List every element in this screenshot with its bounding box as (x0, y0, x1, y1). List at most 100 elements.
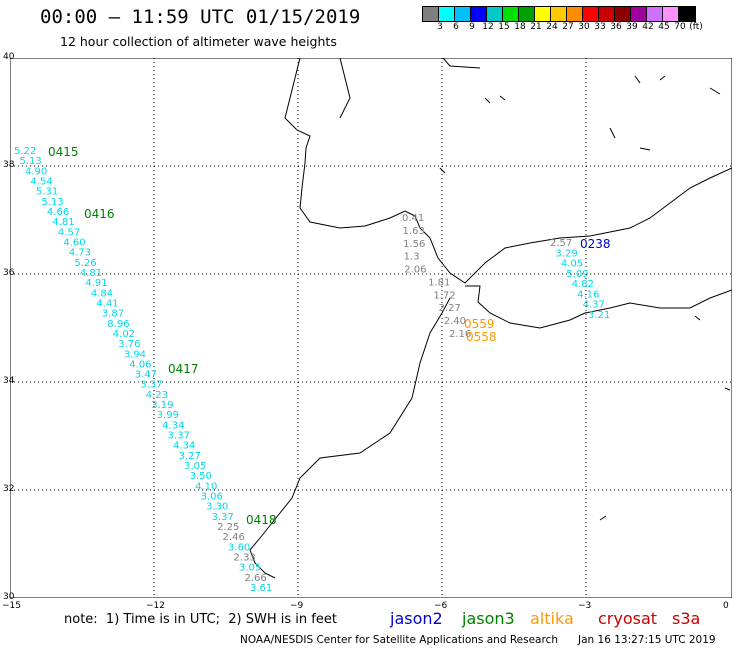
colorbar-label: 24 (546, 22, 558, 32)
longitude-label: 0 (723, 601, 729, 611)
wave-height-value: 4.10 (195, 481, 217, 492)
colorbar-label: 27 (562, 22, 574, 32)
wave-height-value: 0.41 (402, 213, 424, 224)
wave-height-value: 4.06 (129, 359, 151, 370)
wave-height-value: 3.60 (228, 542, 250, 553)
wave-height-value: 3.06 (201, 492, 223, 503)
wave-height-value: 1.72 (433, 290, 455, 301)
pass-time-label: 0416 (84, 207, 115, 221)
colorbar-label: 42 (642, 22, 654, 32)
wave-height-value: 4.60 (63, 237, 85, 248)
wave-height-value: 4.73 (69, 248, 91, 259)
lat-lon-grid (10, 58, 732, 598)
colorbar-swatch (487, 7, 503, 21)
colorbar-label: 18 (514, 22, 526, 32)
satellite-legend-item: jason2 (390, 609, 443, 628)
wave-height-value: 5.09 (566, 269, 588, 280)
wave-height-value: 3.19 (151, 400, 173, 411)
colorbar-swatch (439, 7, 455, 21)
colorbar-label: 6 (453, 22, 459, 32)
wave-height-value: 2.46 (223, 532, 245, 543)
colorbar-swatch (647, 7, 663, 21)
colorbar-label: 45 (658, 22, 670, 32)
colorbar-labels: 3 6 9 12 15 18 21 24 27 30 33 36 39 42 45 70 (ft) (422, 22, 740, 34)
wave-height-value: 3.29 (555, 248, 577, 259)
longitude-label: −6 (434, 601, 448, 611)
wave-height-value: 1.56 (403, 239, 425, 250)
colorbar-label: 9 (469, 22, 475, 32)
wave-height-value: 3.30 (206, 502, 228, 513)
pass-time-label: 0559 (464, 317, 495, 331)
wave-height-value: 4.41 (96, 298, 118, 309)
colorbar-label: 30 (578, 22, 590, 32)
wave-height-value: 4.81 (52, 217, 74, 228)
wave-height-value: 2.57 (550, 238, 572, 249)
pass-time-label: 0417 (168, 362, 199, 376)
map-title: 00:00 – 11:59 UTC 01/15/2019 (40, 6, 361, 28)
longitude-label: −9 (290, 601, 304, 611)
colorbar-label: 3 (437, 22, 443, 32)
wave-height-value: 3.05 (239, 563, 261, 574)
wave-height-value: 4.37 (583, 300, 605, 311)
wave-height-value: 4.57 (58, 227, 80, 238)
wave-height-colorbar (422, 6, 696, 22)
colorbar-swatch (631, 7, 647, 21)
wave-height-value: 3.47 (135, 370, 157, 381)
wave-height-value: 4.91 (85, 278, 107, 289)
colorbar-swatch (471, 7, 487, 21)
colorbar-swatch (583, 7, 599, 21)
wave-height-value: 4.34 (173, 441, 195, 452)
wave-height-value: 3.21 (588, 310, 610, 321)
satellite-legend-item: altika (530, 609, 574, 628)
wave-height-value: 4.23 (146, 390, 168, 401)
colorbar-swatch (567, 7, 583, 21)
colorbar-swatch (519, 7, 535, 21)
wave-height-value: 5.26 (74, 258, 96, 269)
wave-height-value: 3.37 (140, 380, 162, 391)
colorbar-swatch (679, 7, 695, 21)
wave-height-value: 5.22 (14, 146, 36, 157)
satellite-legend-item: s3a (672, 609, 701, 628)
colorbar-swatch (503, 7, 519, 21)
wave-height-value: 2.27 (439, 303, 461, 314)
wave-height-value: 4.82 (572, 279, 594, 290)
satellite-legend-item: cryosat (598, 609, 658, 628)
colorbar-label: (ft) (689, 22, 703, 32)
wave-height-value: 3.27 (179, 451, 201, 462)
latitude-label: 32 (3, 484, 15, 494)
colorbar-swatch (535, 7, 551, 21)
wave-height-tracks: 5.225.134.904.545.315.134.664.814.574.60… (14, 145, 611, 594)
wave-height-value: 8.96 (107, 319, 129, 330)
wave-height-value: 4.05 (561, 259, 583, 270)
wave-height-value: 4.34 (162, 420, 184, 431)
wave-height-value: 1.3 (404, 252, 420, 263)
colorbar-label: 39 (626, 22, 638, 32)
coastline (249, 58, 732, 579)
colorbar-label: 12 (482, 22, 494, 32)
wave-height-value: 4.84 (91, 288, 113, 299)
wave-height-value: 3.05 (184, 461, 206, 472)
latitude-label: 34 (3, 376, 15, 386)
wave-height-value: 2.25 (217, 522, 239, 533)
wave-height-value: 3.99 (157, 410, 179, 421)
wave-height-value: 5.13 (41, 197, 63, 208)
longitude-label: −12 (146, 601, 165, 611)
longitude-label: −15 (2, 601, 21, 611)
colorbar-swatch (423, 7, 439, 21)
colorbar-label: 21 (530, 22, 542, 32)
pass-time-label: 0558 (466, 330, 497, 344)
latitude-label: 40 (3, 52, 15, 62)
map-subtitle: 12 hour collection of altimeter wave hei… (60, 34, 337, 49)
wave-height-value: 3.37 (168, 431, 190, 442)
wave-height-value: 2.06 (404, 265, 426, 276)
latitude-label: 30 (3, 592, 15, 602)
longitude-label: −3 (578, 601, 592, 611)
colorbar-label: 33 (594, 22, 606, 32)
latitude-label: 38 (3, 160, 15, 170)
credit-line: NOAA/NESDIS Center for Satellite Applica… (240, 634, 558, 646)
wave-height-value: 5.13 (19, 156, 41, 167)
colorbar-label: 70 (674, 22, 686, 32)
legend-note: note: 1) Time is in UTC; 2) SWH is in fe… (64, 612, 337, 627)
wave-height-value: 3.76 (118, 339, 140, 350)
colorbar-label: 36 (610, 22, 622, 32)
